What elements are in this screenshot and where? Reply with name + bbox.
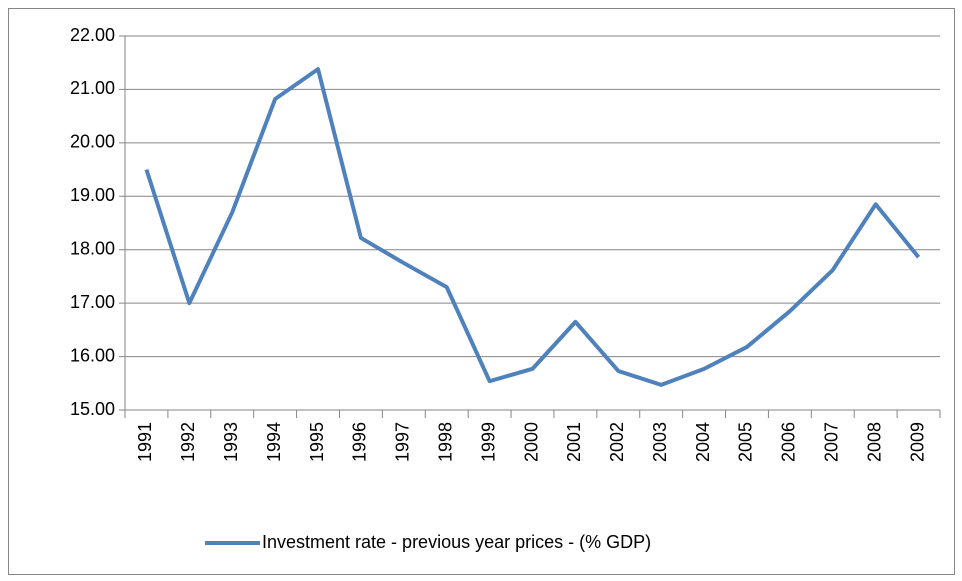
x-tick-label: 1994: [264, 422, 284, 462]
x-tick-label: 1991: [135, 422, 155, 462]
x-tick-label: 1997: [393, 422, 413, 462]
line-series: [144, 67, 921, 387]
y-tick-label: 18.00: [70, 238, 115, 258]
x-tick-label: 2005: [736, 422, 756, 462]
x-tick-label: 2009: [907, 422, 927, 462]
y-tick-label: 17.00: [70, 292, 115, 312]
x-tick-label: 2007: [822, 422, 842, 462]
x-tick-label: 1992: [178, 422, 198, 462]
x-tick-label: 1993: [221, 422, 241, 462]
chart-border: [8, 8, 955, 575]
y-tick-label: 19.00: [70, 185, 115, 205]
x-tick-label: 2001: [564, 422, 584, 462]
x-tick-label: 1999: [478, 422, 498, 462]
x-tick-label: 1998: [435, 422, 455, 462]
y-tick-label: 16.00: [70, 345, 115, 365]
x-tick-label: 1995: [307, 422, 327, 462]
x-tick-label: 2004: [693, 422, 713, 462]
legend-label: Investment rate - previous year prices -…: [262, 532, 651, 552]
y-tick-label: 20.00: [70, 132, 115, 152]
x-tick-label: 2008: [864, 422, 884, 462]
x-tick-label: 1996: [350, 422, 370, 462]
x-tick-label: 2003: [650, 422, 670, 462]
y-tick-label: 15.00: [70, 399, 115, 419]
x-tick-label: 2000: [521, 422, 541, 462]
y-tick-label: 22.00: [70, 25, 115, 45]
x-tick-label: 2006: [779, 422, 799, 462]
y-tick-label: 21.00: [70, 78, 115, 98]
x-tick-label: 2002: [607, 422, 627, 462]
